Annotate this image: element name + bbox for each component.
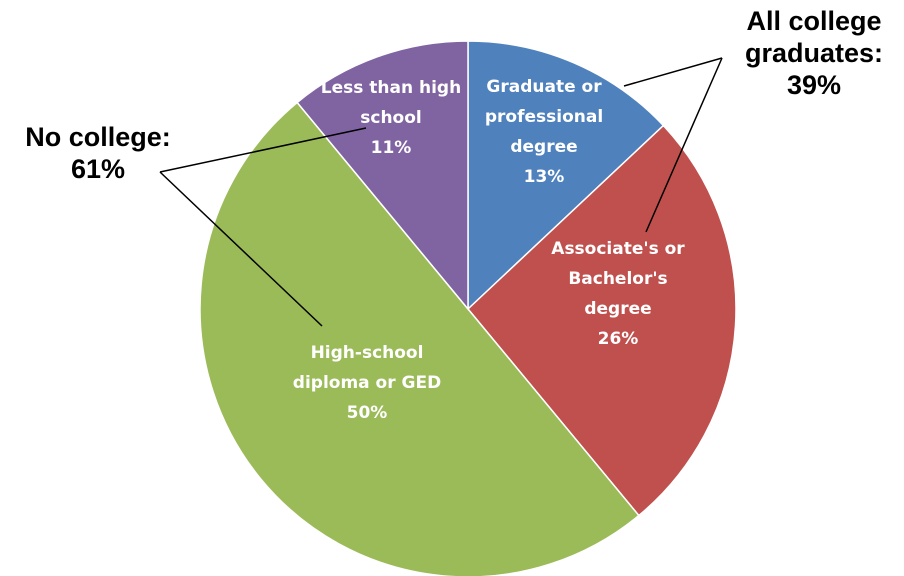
group-annotation-line: No college: xyxy=(25,122,171,152)
leader-line xyxy=(159,127,367,173)
slice-label: Graduate or professional degree 13% xyxy=(485,77,603,187)
slice-label: Associate's or Bachelor's degree 26% xyxy=(551,239,685,349)
group-annotation: All college graduates: 39% xyxy=(745,6,883,100)
slice-category-label: professional xyxy=(485,107,603,127)
pie-slice xyxy=(199,101,640,576)
slice-category-label: High-school xyxy=(311,343,424,363)
slice-value-label: 11% xyxy=(371,138,412,158)
group-annotations: All college graduates: 39% No college: 61% xyxy=(25,6,883,184)
group-annotation-line: graduates: xyxy=(745,38,883,68)
slice-value-label: 13% xyxy=(524,167,565,187)
leader-line xyxy=(159,171,323,327)
slice-category-label: Associate's or xyxy=(551,239,685,259)
slice-category-label: Bachelor's xyxy=(568,269,667,289)
pie-slice xyxy=(296,40,469,312)
pie-slice xyxy=(467,40,665,311)
slice-value-label: 26% xyxy=(598,329,639,349)
slice-category-label: diploma or GED xyxy=(293,373,441,393)
slice-category-label: degree xyxy=(510,137,577,157)
slice-category-label: Graduate or xyxy=(486,77,602,97)
group-annotation-line: 39% xyxy=(787,70,841,100)
slice-category-label: degree xyxy=(584,299,651,319)
slice-label: Less than high school 11% xyxy=(321,78,461,158)
slice-label: High-school diploma or GED 50% xyxy=(293,343,441,423)
pie-slices xyxy=(199,40,737,576)
group-annotation-line: 61% xyxy=(71,154,125,184)
group-annotation-line: All college xyxy=(746,6,881,36)
pie-slice xyxy=(466,124,737,517)
group-annotation: No college: 61% xyxy=(25,122,171,184)
slice-category-label: school xyxy=(360,108,421,128)
slice-value-label: 50% xyxy=(347,403,388,423)
leader-line xyxy=(645,57,723,233)
leader-line xyxy=(623,57,723,87)
leader-lines xyxy=(159,57,723,327)
slice-category-label: Less than high xyxy=(321,78,461,98)
slice-labels: Graduate or professional degree 13% Associat… xyxy=(293,77,686,423)
